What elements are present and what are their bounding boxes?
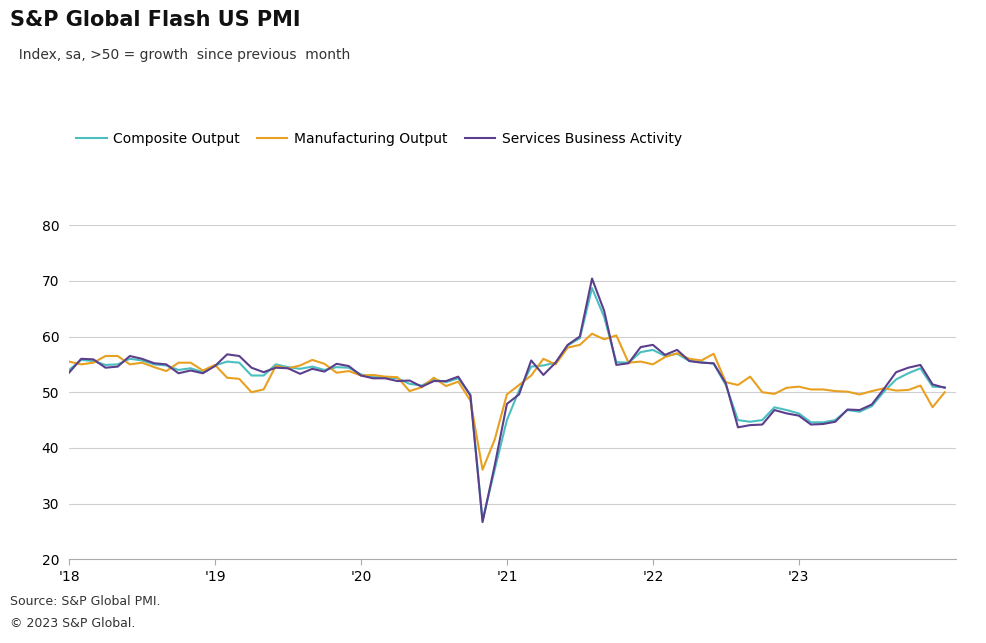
Services Business Activity: [939, 384, 951, 392]
Legend: Composite Output, Manufacturing Output, Services Business Activity: Composite Output, Manufacturing Output, …: [76, 132, 682, 146]
Line: Manufacturing Output: Manufacturing Output: [69, 334, 945, 469]
Manufacturing Output: [841, 388, 853, 395]
Line: Composite Output: Composite Output: [69, 288, 945, 520]
Manufacturing Output: [257, 386, 269, 394]
Services Business Activity: [476, 518, 488, 526]
Text: Source: S&P Global PMI.: Source: S&P Global PMI.: [10, 595, 161, 608]
Services Business Activity: [63, 369, 75, 377]
Manufacturing Output: [63, 358, 75, 365]
Services Business Activity: [513, 390, 525, 398]
Composite Output: [841, 406, 853, 414]
Composite Output: [355, 370, 367, 378]
Composite Output: [586, 284, 598, 292]
Line: Services Business Activity: Services Business Activity: [69, 278, 945, 522]
Manufacturing Output: [476, 466, 488, 473]
Text: © 2023 S&P Global.: © 2023 S&P Global.: [10, 617, 135, 630]
Composite Output: [63, 366, 75, 374]
Manufacturing Output: [817, 386, 829, 394]
Services Business Activity: [817, 420, 829, 428]
Services Business Activity: [355, 372, 367, 379]
Text: S&P Global Flash US PMI: S&P Global Flash US PMI: [10, 10, 301, 30]
Services Business Activity: [586, 275, 598, 282]
Manufacturing Output: [878, 385, 889, 392]
Composite Output: [878, 388, 889, 395]
Manufacturing Output: [586, 330, 598, 338]
Services Business Activity: [257, 368, 269, 376]
Text: Index, sa, >50 = growth  since previous  month: Index, sa, >50 = growth since previous m…: [10, 48, 350, 62]
Composite Output: [939, 383, 951, 391]
Composite Output: [513, 386, 525, 394]
Composite Output: [476, 516, 488, 524]
Composite Output: [257, 372, 269, 379]
Services Business Activity: [841, 406, 853, 413]
Composite Output: [817, 419, 829, 426]
Manufacturing Output: [939, 388, 951, 396]
Manufacturing Output: [513, 381, 525, 389]
Services Business Activity: [878, 385, 889, 393]
Manufacturing Output: [355, 372, 367, 379]
